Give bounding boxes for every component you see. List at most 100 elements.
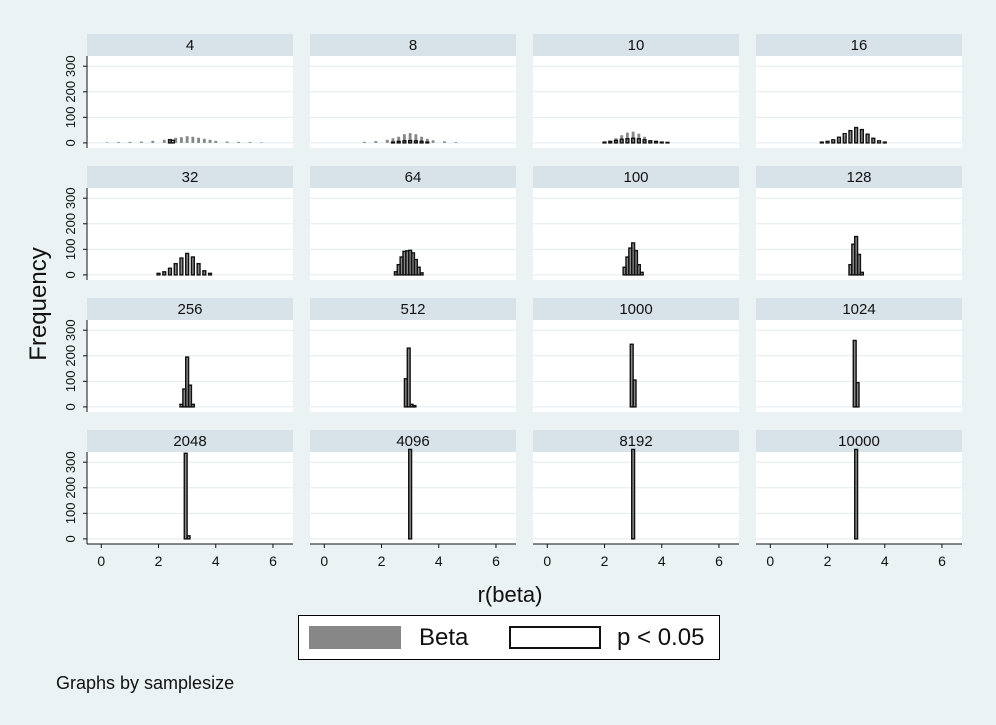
bar-beta bbox=[623, 267, 626, 275]
bar-beta bbox=[404, 378, 408, 407]
y-tick-label: 200 bbox=[63, 345, 78, 367]
plot-area bbox=[310, 320, 516, 412]
panel-1024: 1024 bbox=[756, 298, 962, 412]
panel-title: 16 bbox=[851, 37, 868, 54]
x-tick-label: 6 bbox=[492, 553, 500, 569]
bar-beta bbox=[648, 140, 652, 143]
x-tick-label: 6 bbox=[715, 553, 723, 569]
panel-title: 8192 bbox=[619, 433, 652, 450]
bar-pvalue bbox=[202, 270, 207, 276]
bar-beta bbox=[454, 142, 458, 143]
panel-title: 2048 bbox=[173, 433, 206, 450]
bar-pvalue bbox=[156, 272, 161, 276]
x-tick-label: 0 bbox=[97, 553, 105, 569]
bar-beta bbox=[162, 271, 166, 275]
panel-title: 8 bbox=[409, 37, 417, 54]
bar-beta bbox=[400, 257, 403, 275]
bar-pvalue bbox=[865, 133, 870, 144]
bar-pvalue bbox=[408, 448, 413, 540]
bar-pvalue bbox=[619, 138, 624, 144]
bar-pvalue bbox=[871, 137, 876, 144]
bar-beta bbox=[191, 257, 195, 275]
bar-beta bbox=[631, 242, 635, 275]
plot-area bbox=[87, 188, 293, 280]
x-tick-label: 0 bbox=[766, 553, 774, 569]
bar-beta bbox=[866, 134, 870, 143]
bar-beta bbox=[151, 140, 155, 143]
bar-beta bbox=[407, 348, 411, 407]
legend-swatch-p-value bbox=[509, 626, 601, 649]
bar-pvalue bbox=[185, 252, 190, 276]
bar-beta bbox=[168, 268, 172, 275]
panel-64: 64 bbox=[310, 166, 516, 280]
y-tick-label: 100 bbox=[63, 238, 78, 260]
bar-beta bbox=[185, 253, 189, 275]
bar-beta bbox=[237, 141, 241, 143]
bar-pvalue bbox=[185, 356, 190, 408]
bar-pvalue bbox=[631, 137, 636, 144]
bar-pvalue bbox=[196, 262, 201, 276]
panel-2048: 2048 0 100 200 300 0 2 4 6 bbox=[63, 430, 293, 569]
bar-beta bbox=[402, 134, 406, 143]
panel-32: 32 0 100 200 300 bbox=[63, 166, 293, 280]
bar-pvalue bbox=[659, 141, 664, 144]
bar-beta bbox=[174, 137, 178, 143]
bar-pvalue bbox=[848, 129, 853, 144]
x-tick-label: 4 bbox=[435, 553, 443, 569]
y-tick-label: 0 bbox=[63, 403, 78, 410]
bar-beta bbox=[185, 357, 189, 407]
bar-pvalue bbox=[413, 140, 418, 144]
y-tick-label: 0 bbox=[63, 271, 78, 278]
bar-beta bbox=[162, 139, 166, 143]
panel-header bbox=[533, 298, 739, 320]
bar-pvalue bbox=[859, 271, 864, 276]
plot-area bbox=[310, 56, 516, 148]
bar-beta bbox=[854, 127, 858, 143]
panel-header bbox=[756, 34, 962, 56]
bar-beta bbox=[860, 272, 864, 275]
panel-header bbox=[87, 166, 293, 188]
legend-label-beta: Beta bbox=[419, 624, 469, 651]
bar-beta bbox=[414, 259, 418, 275]
panel-header bbox=[310, 298, 516, 320]
x-tick-label: 6 bbox=[269, 553, 277, 569]
bar-pvalue bbox=[162, 271, 167, 276]
panel-4096: 4096 0 2 4 6 bbox=[310, 430, 516, 569]
panel-header bbox=[533, 430, 739, 452]
panel-title: 4 bbox=[186, 37, 194, 54]
bar-beta bbox=[117, 142, 120, 143]
panel-header bbox=[310, 166, 516, 188]
bar-pvalue bbox=[390, 141, 396, 144]
panel-8: 8 bbox=[310, 34, 516, 148]
bar-beta bbox=[410, 404, 413, 407]
bar-beta bbox=[185, 136, 189, 143]
bar-beta bbox=[191, 404, 195, 407]
bar-beta bbox=[174, 263, 178, 275]
panel-header bbox=[533, 166, 739, 188]
y-tick-label: 0 bbox=[63, 535, 78, 542]
x-tick-label: 2 bbox=[378, 553, 386, 569]
bar-beta bbox=[831, 140, 835, 143]
y-tick-label: 200 bbox=[63, 81, 78, 103]
bar-beta bbox=[837, 138, 841, 143]
bar-beta bbox=[851, 244, 855, 275]
bar-beta bbox=[414, 134, 418, 143]
bar-beta bbox=[848, 264, 852, 275]
bar-beta bbox=[397, 264, 401, 275]
panel-title: 1024 bbox=[842, 301, 875, 318]
bar-pvalue bbox=[632, 379, 637, 408]
bar-pvalue bbox=[167, 267, 173, 276]
bar-beta bbox=[374, 141, 378, 143]
bar-beta bbox=[168, 138, 172, 143]
bar-pvalue bbox=[665, 141, 670, 144]
bar-pvalue bbox=[653, 140, 659, 144]
panel-128: 128 bbox=[756, 166, 962, 280]
bar-pvalue bbox=[825, 140, 830, 144]
bar-pvalue bbox=[854, 448, 859, 540]
bar-beta bbox=[225, 141, 229, 143]
bar-beta bbox=[420, 136, 424, 143]
bar-pvalue bbox=[639, 271, 644, 276]
bar-beta bbox=[182, 389, 186, 407]
plot-area bbox=[533, 56, 739, 148]
